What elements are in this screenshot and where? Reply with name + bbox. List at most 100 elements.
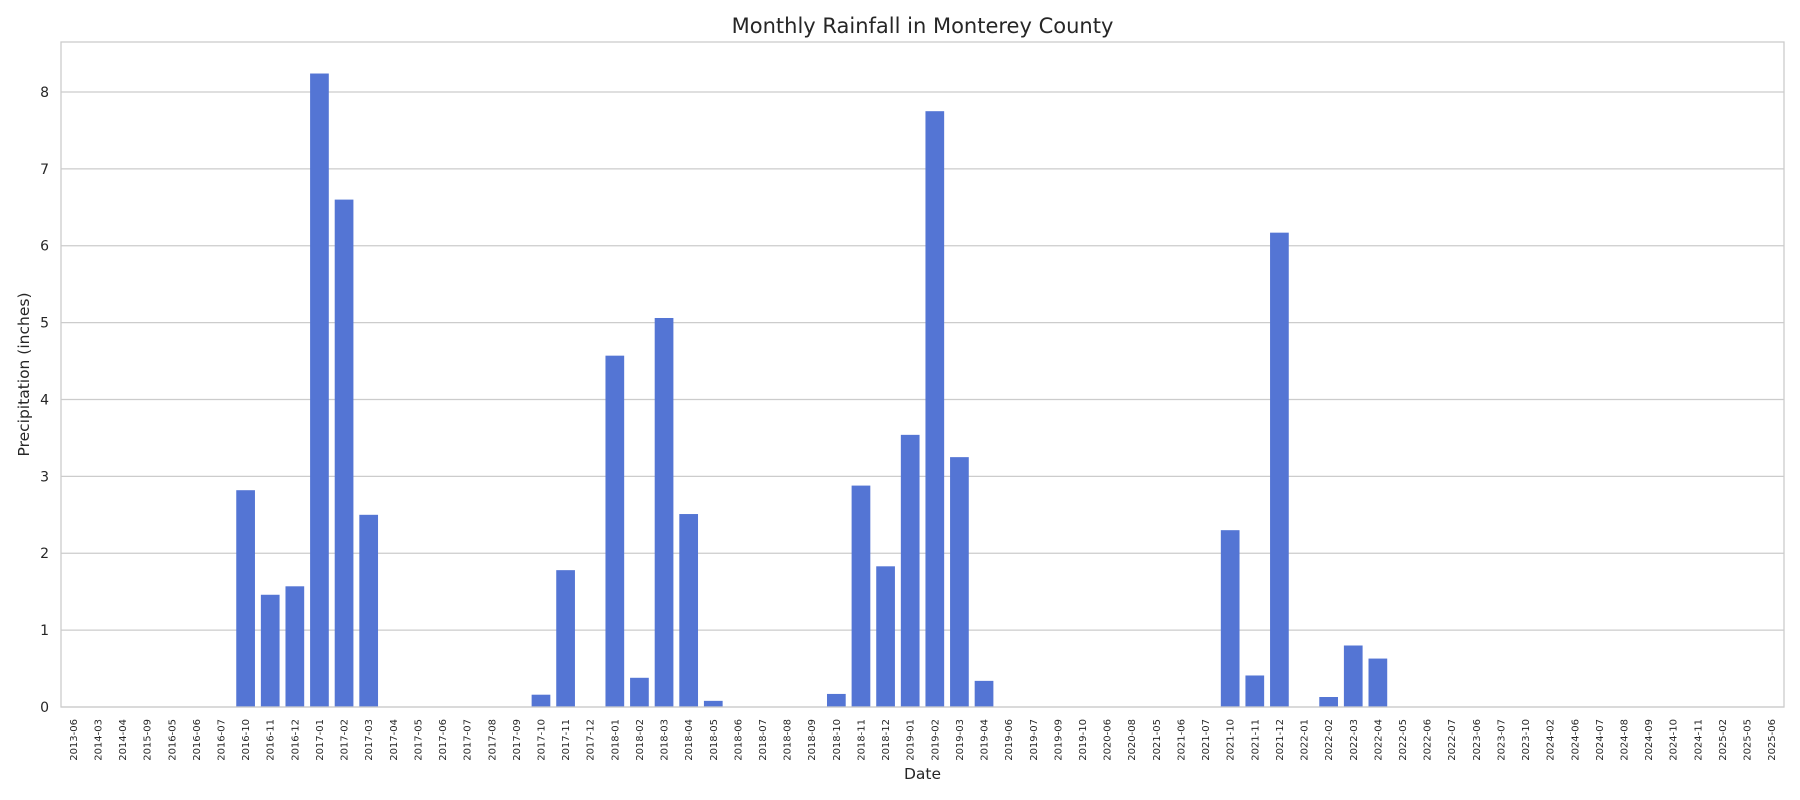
x-tick-label: 2022-04 xyxy=(1373,719,1384,761)
bar-2018-10 xyxy=(826,693,846,707)
bar-2017-11 xyxy=(556,570,575,707)
x-tick-label: 2017-08 xyxy=(487,719,498,761)
bar-2018-04 xyxy=(679,514,699,707)
bar-2017-03 xyxy=(359,514,379,707)
bar-2017-01 xyxy=(310,73,329,707)
x-tick-label: 2022-05 xyxy=(1398,719,1409,761)
x-tick-label: 2019-04 xyxy=(980,719,991,761)
x-tick-label: 2023-10 xyxy=(1521,719,1532,761)
x-tick-label: 2025-02 xyxy=(1718,719,1729,761)
x-tick-label: 2024-02 xyxy=(1546,719,1557,761)
bar-2016-12 xyxy=(285,586,305,707)
y-tick-label: 1 xyxy=(40,623,49,639)
x-tick-label: 2025-06 xyxy=(1767,719,1778,761)
x-tick-label: 2017-11 xyxy=(561,719,572,761)
x-tick-label: 2021-07 xyxy=(1201,719,1212,761)
x-tick-label: 2019-09 xyxy=(1053,719,1064,761)
y-tick-labels: 0 1 2 3 4 5 6 7 8 xyxy=(40,85,49,716)
x-tick-label: 2016-11 xyxy=(266,719,277,761)
x-tick-label: 2021-12 xyxy=(1275,719,1286,761)
x-tick-label: 2017-02 xyxy=(340,719,351,761)
x-tick-label: 2018-03 xyxy=(660,719,671,761)
x-tick-label: 2016-12 xyxy=(290,719,301,761)
x-tick-label: 2016-07 xyxy=(216,719,227,761)
bar-2018-11 xyxy=(851,485,871,707)
x-tick-label: 2019-10 xyxy=(1078,719,1089,761)
y-tick-label: 4 xyxy=(40,392,49,408)
x-tick-label: 2023-06 xyxy=(1472,719,1483,761)
bar-2019-01 xyxy=(900,434,920,707)
x-tick-label: 2017-10 xyxy=(536,719,547,761)
x-tick-label: 2021-06 xyxy=(1176,719,1187,761)
x-tick-label: 2017-03 xyxy=(364,719,375,761)
bar-2021-12 xyxy=(1270,232,1289,707)
x-tick-label: 2016-10 xyxy=(241,719,252,761)
x-tick-label: 2017-06 xyxy=(438,719,449,761)
x-tick-label: 2021-11 xyxy=(1250,719,1261,761)
bar-2019-03 xyxy=(950,457,969,707)
bar-2018-03 xyxy=(654,317,674,707)
y-tick-label: 0 xyxy=(40,700,49,716)
x-tick-label: 2019-01 xyxy=(906,719,917,761)
y-axis-label: Precipitation (inches) xyxy=(15,293,33,457)
bar-2019-04 xyxy=(974,680,994,707)
bars xyxy=(236,73,1388,708)
chart-title: Monthly Rainfall in Monterey County xyxy=(732,14,1114,38)
y-tick-label: 6 xyxy=(40,239,49,255)
bar-2018-01 xyxy=(605,355,625,707)
x-tick-label: 2022-01 xyxy=(1300,719,1311,761)
bar-2018-05 xyxy=(703,700,723,707)
x-axis-label: Date xyxy=(904,765,941,783)
x-tick-label: 2018-04 xyxy=(684,719,695,761)
x-tick-label: 2021-10 xyxy=(1226,719,1237,761)
x-tick-label: 2025-05 xyxy=(1743,719,1754,761)
x-tick-label: 2020-06 xyxy=(1103,719,1114,761)
bar-2016-11 xyxy=(260,594,280,707)
x-tick-label: 2023-07 xyxy=(1496,719,1507,761)
x-tick-labels: 2013-06 2014-03 2014-04 2015-09 2016-05 2016-… xyxy=(69,719,1778,761)
y-tick-label: 3 xyxy=(40,469,49,485)
x-tick-label: 2015-09 xyxy=(143,719,154,761)
bar-2022-04 xyxy=(1368,658,1388,707)
x-tick-label: 2020-08 xyxy=(1127,719,1138,761)
y-tick-label: 8 xyxy=(40,85,49,101)
x-tick-label: 2017-01 xyxy=(315,719,326,761)
x-tick-label: 2018-08 xyxy=(783,719,794,761)
bar-2021-11 xyxy=(1245,675,1265,707)
x-tick-label: 2024-09 xyxy=(1644,719,1655,761)
x-tick-label: 2024-10 xyxy=(1669,719,1680,761)
bar-2018-12 xyxy=(876,566,895,707)
x-tick-label: 2017-12 xyxy=(586,719,597,761)
x-tick-label: 2022-03 xyxy=(1349,719,1360,761)
x-tick-label: 2014-03 xyxy=(93,719,104,761)
x-tick-label: 2018-10 xyxy=(832,719,843,761)
x-tick-label: 2021-05 xyxy=(1152,719,1163,761)
x-tick-label: 2024-06 xyxy=(1570,719,1581,761)
x-tick-label: 2019-03 xyxy=(955,719,966,761)
x-tick-label: 2022-02 xyxy=(1324,719,1335,761)
x-tick-label: 2024-08 xyxy=(1620,719,1631,761)
plot-frame xyxy=(60,41,1785,708)
x-tick-label: 2024-11 xyxy=(1693,719,1704,761)
x-tick-label: 2019-02 xyxy=(930,719,941,761)
x-tick-label: 2017-04 xyxy=(389,719,400,761)
x-tick-label: 2019-06 xyxy=(1004,719,1015,761)
x-tick-label: 2018-02 xyxy=(635,719,646,761)
x-tick-label: 2024-07 xyxy=(1595,719,1606,761)
bar-2016-10 xyxy=(236,490,255,707)
x-tick-label: 2018-06 xyxy=(733,719,744,761)
x-tick-label: 2018-07 xyxy=(758,719,769,761)
x-tick-label: 2022-06 xyxy=(1423,719,1434,761)
y-tick-label: 5 xyxy=(40,316,49,332)
bar-2019-02 xyxy=(925,111,945,708)
bar-2022-03 xyxy=(1343,645,1363,707)
x-tick-label: 2016-06 xyxy=(192,719,203,761)
x-tick-label: 2019-07 xyxy=(1029,719,1040,761)
x-tick-label: 2016-05 xyxy=(167,719,178,761)
x-tick-label: 2013-06 xyxy=(69,719,80,761)
x-tick-label: 2017-07 xyxy=(463,719,474,761)
y-tick-label: 7 xyxy=(40,162,49,178)
x-tick-label: 2018-11 xyxy=(856,719,867,761)
x-tick-label: 2018-01 xyxy=(610,719,621,761)
